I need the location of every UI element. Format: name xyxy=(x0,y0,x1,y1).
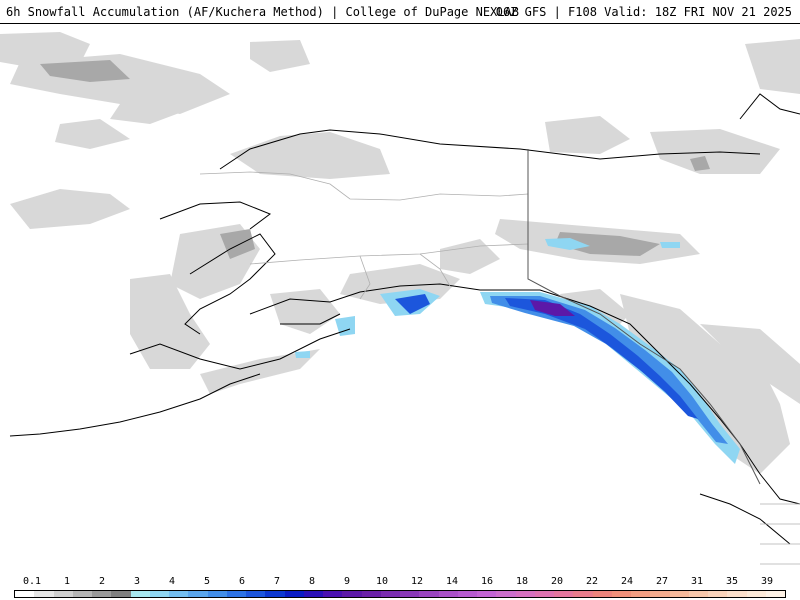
legend-swatch xyxy=(419,591,439,597)
legend-swatch xyxy=(361,591,381,597)
legend-label: 24 xyxy=(620,576,634,587)
legend-label: 12 xyxy=(410,576,424,587)
legend-swatch xyxy=(323,591,343,597)
legend-label: 7 xyxy=(273,576,281,587)
legend-swatch xyxy=(246,591,266,597)
legend-swatch xyxy=(188,591,208,597)
legend-swatch xyxy=(380,591,400,597)
legend-label: 5 xyxy=(203,576,211,587)
legend-swatch xyxy=(746,591,766,597)
coastlines xyxy=(9,93,800,545)
legend-swatch xyxy=(669,591,689,597)
legend-swatch xyxy=(207,591,227,597)
legend-swatch xyxy=(727,591,747,597)
legend-swatch xyxy=(438,591,458,597)
legend-swatch xyxy=(72,591,92,597)
legend-label: 9 xyxy=(343,576,351,587)
legend-swatch xyxy=(149,591,169,597)
legend-label: 0.1 xyxy=(22,576,42,587)
legend-swatch xyxy=(111,591,131,597)
legend-swatch xyxy=(303,591,323,597)
legend-swatch xyxy=(169,591,189,597)
snowfall-map xyxy=(0,24,800,576)
legend-swatch xyxy=(53,591,73,597)
legend-swatch xyxy=(592,591,612,597)
legend-label: 22 xyxy=(585,576,599,587)
legend-swatch xyxy=(496,591,516,597)
legend-swatch xyxy=(688,591,708,597)
model-run-info: 06Z GFS | F108 Valid: 18Z FRI NOV 21 202… xyxy=(495,5,792,19)
legend-swatch xyxy=(765,591,785,597)
legend-swatch xyxy=(342,591,362,597)
legend-swatch xyxy=(34,591,54,597)
legend-label: 3 xyxy=(133,576,141,587)
legend-swatch xyxy=(573,591,593,597)
legend-swatch xyxy=(284,591,304,597)
legend-swatch xyxy=(226,591,246,597)
legend-label: 18 xyxy=(515,576,529,587)
legend-swatch xyxy=(477,591,497,597)
legend-label: 16 xyxy=(480,576,494,587)
legend-swatch xyxy=(15,591,35,597)
legend-swatch xyxy=(650,591,670,597)
legend-swatch xyxy=(130,591,150,597)
snowfall-legend: 0.1 1 2 3 4 5 6 7 8 9 10 12 14 16 18 20 … xyxy=(0,576,800,600)
map-header: 6h Snowfall Accumulation (AF/Kuchera Met… xyxy=(0,0,800,24)
legend-label: 1 xyxy=(63,576,71,587)
legend-swatch xyxy=(92,591,112,597)
map-title: 6h Snowfall Accumulation (AF/Kuchera Met… xyxy=(6,5,519,19)
legend-labels: 0.1 1 2 3 4 5 6 7 8 9 10 12 14 16 18 20 … xyxy=(0,576,800,588)
legend-label: 6 xyxy=(238,576,246,587)
legend-color-bar xyxy=(14,590,786,598)
legend-label: 8 xyxy=(308,576,316,587)
legend-swatch xyxy=(457,591,477,597)
legend-label: 27 xyxy=(655,576,669,587)
snowfall-light-areas xyxy=(40,60,710,259)
legend-swatch xyxy=(708,591,728,597)
legend-label: 20 xyxy=(550,576,564,587)
legend-label: 14 xyxy=(445,576,459,587)
legend-label: 39 xyxy=(760,576,774,587)
legend-swatch xyxy=(631,591,651,597)
legend-label: 31 xyxy=(690,576,704,587)
legend-label: 4 xyxy=(168,576,176,587)
legend-label: 10 xyxy=(375,576,389,587)
country-borders xyxy=(527,149,761,485)
legend-label: 2 xyxy=(98,576,106,587)
legend-swatch xyxy=(515,591,535,597)
snowfall-heavy-band xyxy=(295,238,740,464)
legend-swatch xyxy=(534,591,554,597)
legend-swatch xyxy=(400,591,420,597)
legend-swatch xyxy=(265,591,285,597)
legend-swatch xyxy=(611,591,631,597)
legend-swatch xyxy=(554,591,574,597)
legend-label: 35 xyxy=(725,576,739,587)
